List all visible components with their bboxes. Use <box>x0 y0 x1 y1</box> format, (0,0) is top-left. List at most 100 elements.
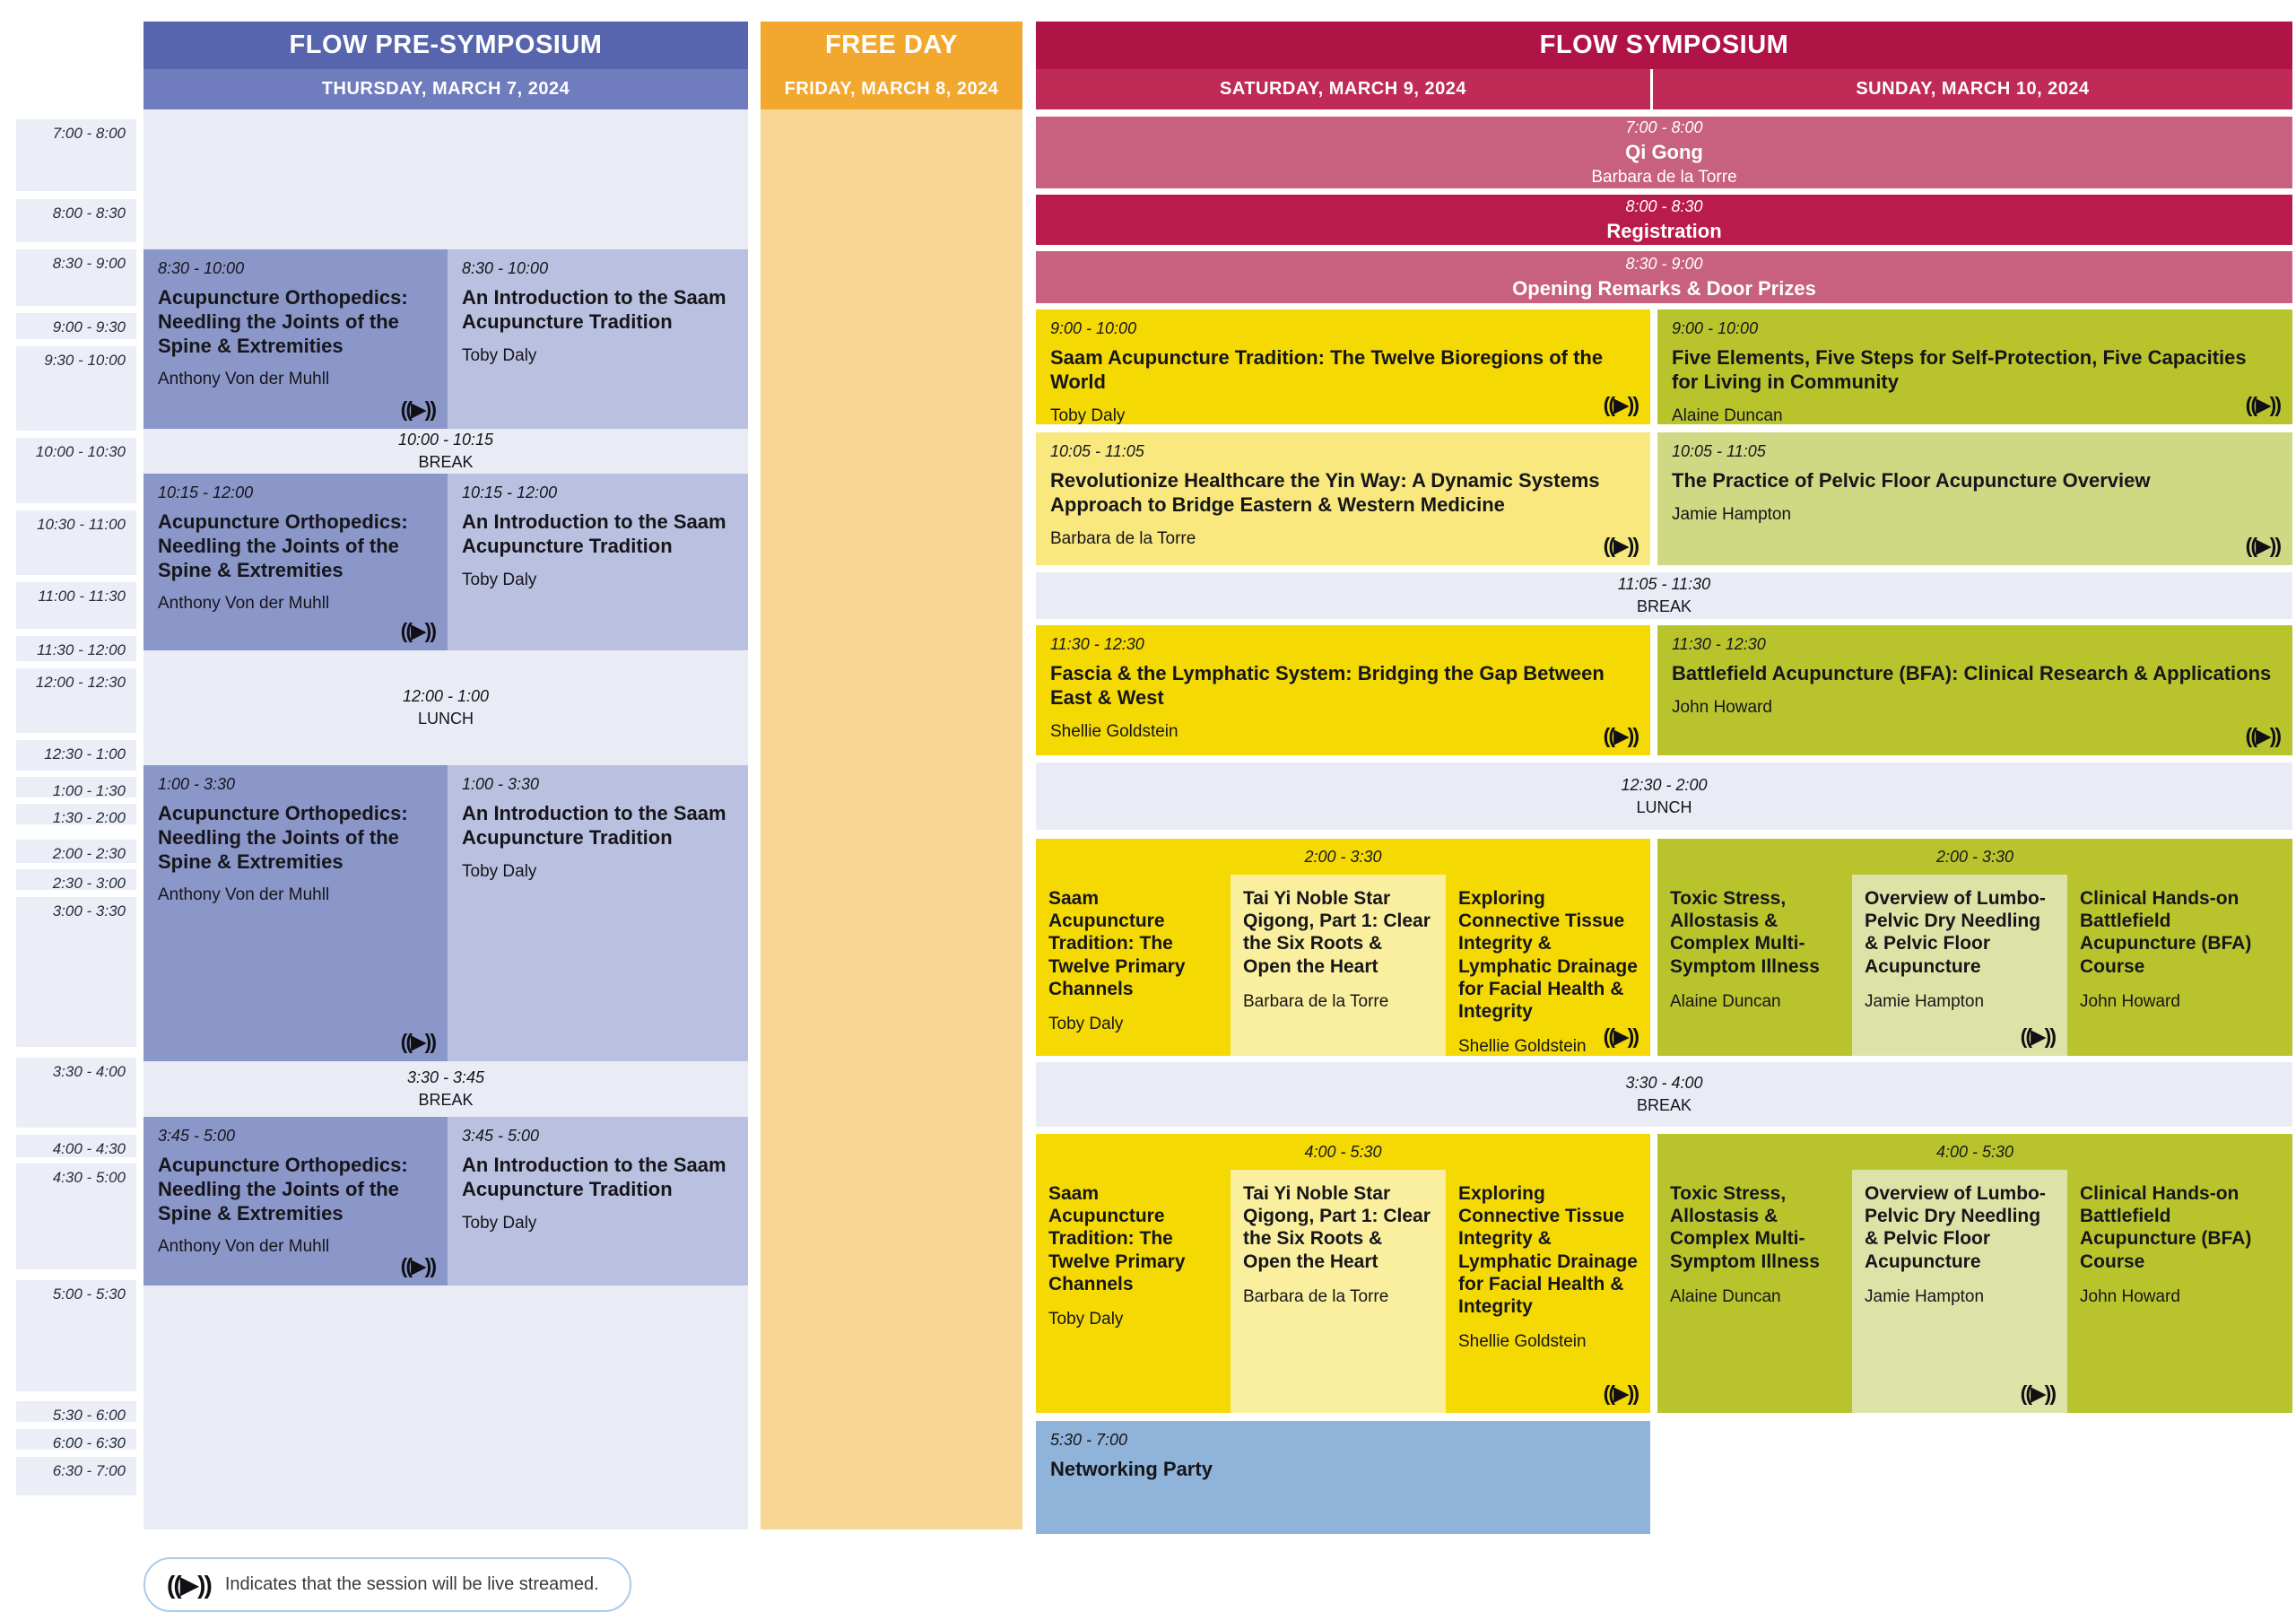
lunch-band: 12:00 - 1:00 LUNCH <box>144 650 748 765</box>
session-title: Qi Gong <box>1625 140 1703 163</box>
session-card: 8:30 - 10:00 Acupuncture Orthopedics: Ne… <box>144 249 448 429</box>
session-card: 10:05 - 11:05 Revolutionize Healthcare t… <box>1036 432 1650 565</box>
session-card: 3:45 - 5:00 An Introduction to the Saam … <box>448 1117 748 1285</box>
plenary-registration: 8:00 - 8:30 Registration <box>1036 195 2292 245</box>
session-card: 10:15 - 12:00 Acupuncture Orthopedics: N… <box>144 474 448 650</box>
break-label: BREAK <box>418 1091 474 1109</box>
session-time: 9:00 - 10:00 <box>1050 319 1137 337</box>
session-time: 9:00 - 10:00 <box>1672 319 1759 337</box>
session-card: 11:30 - 12:30 Battlefield Acupuncture (B… <box>1657 625 2292 755</box>
session-speaker: Barbara de la Torre <box>1050 528 1196 548</box>
session-card: Toxic Stress, Allostasis & Complex Multi… <box>1657 1170 1852 1413</box>
saturday-late-afternoon-row: 4:00 - 5:30 Saam Acupuncture Tradition: … <box>1036 1134 1650 1413</box>
break-label: BREAK <box>1636 1096 1692 1114</box>
session-speaker: Shellie Goldstein <box>1458 1037 1587 1057</box>
session-title: An Introduction to the Saam Acupuncture … <box>462 802 726 849</box>
session-card: 10:15 - 12:00 An Introduction to the Saa… <box>448 474 748 650</box>
symposium-title: FLOW SYMPOSIUM <box>1036 22 2292 69</box>
session-time: 11:30 - 12:30 <box>1672 635 1766 653</box>
friday-column-background <box>761 109 1022 1529</box>
break-band: 3:30 - 3:45 BREAK <box>144 1061 748 1117</box>
session-speaker: Alaine Duncan <box>1670 991 1781 1011</box>
session-speaker: Alaine Duncan <box>1672 405 1783 425</box>
session-speaker: Anthony Von der Muhll <box>158 1237 330 1257</box>
session-speaker: Jamie Hampton <box>1865 991 1985 1011</box>
break-band: 10:00 - 10:15 BREAK <box>144 429 748 474</box>
session-title: The Practice of Pelvic Floor Acupuncture… <box>1672 469 2151 492</box>
session-card: 3:45 - 5:00 Acupuncture Orthopedics: Nee… <box>144 1117 448 1285</box>
session-speaker: Barbara de la Torre <box>1243 991 1389 1011</box>
session-speaker: Shellie Goldstein <box>1050 721 1178 741</box>
time-slot: 1:30 - 2:00 <box>16 804 136 826</box>
sunday-afternoon-row: 2:00 - 3:30 Toxic Stress, Allostasis & C… <box>1657 839 2292 1056</box>
saturday-date-header: SATURDAY, MARCH 9, 2024 <box>1036 69 1650 109</box>
session-title: Acupuncture Orthopedics: Needling the Jo… <box>158 1154 408 1224</box>
session-card: Saam Acupuncture Tradition: The Twelve P… <box>1036 875 1231 1056</box>
session-time: 8:30 - 10:00 <box>158 259 245 277</box>
session-title: Networking Party <box>1050 1458 1213 1480</box>
session-time: 8:00 - 8:30 <box>1625 196 1703 215</box>
saturday-afternoon-row: 2:00 - 3:30 Saam Acupuncture Tradition: … <box>1036 839 1650 1056</box>
session-speaker: Toby Daly <box>462 570 537 589</box>
time-slot: 8:30 - 9:00 <box>16 249 136 306</box>
session-title: Acupuncture Orthopedics: Needling the Jo… <box>158 286 408 357</box>
live-stream-icon: ((▶)) <box>2020 1381 2057 1405</box>
session-card: 10:05 - 11:05 The Practice of Pelvic Flo… <box>1657 432 2292 565</box>
time-slot: 11:00 - 11:30 <box>16 582 136 629</box>
session-title: Battlefield Acupuncture (BFA): Clinical … <box>1672 662 2272 684</box>
session-title: Exploring Connective Tissue Integrity & … <box>1458 1183 1638 1317</box>
session-title: Clinical Hands-on Battlefield Acupunctur… <box>2080 888 2252 977</box>
lunch-time: 12:30 - 2:00 <box>1621 775 1708 794</box>
session-title: Toxic Stress, Allostasis & Complex Multi… <box>1670 1183 1820 1272</box>
session-time: 3:45 - 5:00 <box>158 1127 236 1145</box>
session-speaker: Anthony Von der Muhll <box>158 594 330 614</box>
session-card: 9:00 - 10:00 Saam Acupuncture Tradition:… <box>1036 309 1650 425</box>
time-slot: 2:00 - 2:30 <box>16 840 136 863</box>
session-speaker: Anthony Von der Muhll <box>158 885 330 905</box>
session-time: 8:30 - 10:00 <box>462 259 549 277</box>
time-slot: 7:00 - 8:00 <box>16 119 136 191</box>
session-time: 1:00 - 3:30 <box>462 775 540 793</box>
session-speaker: Toby Daly <box>462 861 537 881</box>
session-title: Saam Acupuncture Tradition: The Twelve B… <box>1050 346 1604 393</box>
session-title: Acupuncture Orthopedics: Needling the Jo… <box>158 510 408 581</box>
session-card: Overview of Lumbo-Pelvic Dry Needling & … <box>1852 1170 2067 1413</box>
session-card: Tai Yi Noble Star Qigong, Part 1: Clear … <box>1231 1170 1446 1413</box>
session-speaker: Toby Daly <box>1048 1014 1124 1033</box>
lunch-label: LUNCH <box>1636 797 1692 816</box>
session-card: Tai Yi Noble Star Qigong, Part 1: Clear … <box>1231 875 1446 1056</box>
time-slot: 9:00 - 9:30 <box>16 313 136 339</box>
plenary-opening-remarks: 8:30 - 9:00 Opening Remarks & Door Prize… <box>1036 251 2292 303</box>
time-slot: 11:30 - 12:00 <box>16 636 136 661</box>
live-stream-icon: ((▶)) <box>400 619 437 642</box>
session-title: Overview of Lumbo-Pelvic Dry Needling & … <box>1865 1183 2046 1272</box>
session-title: Five Elements, Five Steps for Self-Prote… <box>1672 346 2247 393</box>
session-title: An Introduction to the Saam Acupuncture … <box>462 286 726 333</box>
session-title: Saam Acupuncture Tradition: The Twelve P… <box>1048 1183 1186 1294</box>
break-time: 3:30 - 3:45 <box>406 1068 485 1086</box>
session-card: 11:30 - 12:30 Fascia & the Lymphatic Sys… <box>1036 625 1650 755</box>
session-speaker: Jamie Hampton <box>1672 504 1792 524</box>
networking-party-card: 5:30 - 7:00 Networking Party <box>1036 1421 1650 1534</box>
date-divider <box>1650 69 1653 109</box>
session-time: 1:00 - 3:30 <box>158 775 236 793</box>
lunch-band: 12:30 - 2:00 LUNCH <box>1036 763 2292 830</box>
session-title: Tai Yi Noble Star Qigong, Part 1: Clear … <box>1243 888 1431 977</box>
legend-text: Indicates that the session will be live … <box>224 1574 599 1594</box>
session-card: Clinical Hands-on Battlefield Acupunctur… <box>2067 875 2292 1056</box>
break-band: 11:05 - 11:30 BREAK <box>1036 572 2292 619</box>
time-slot: 4:30 - 5:00 <box>16 1163 136 1269</box>
plenary-qi-gong: 7:00 - 8:00 Qi Gong Barbara de la Torre <box>1036 117 2292 188</box>
break-label: BREAK <box>418 453 474 471</box>
session-title: Fascia & the Lymphatic System: Bridging … <box>1050 662 1605 709</box>
session-speaker: Toby Daly <box>462 1213 537 1233</box>
live-stream-icon: ((▶)) <box>2245 393 2282 416</box>
time-slot: 3:30 - 4:00 <box>16 1058 136 1128</box>
break-band: 3:30 - 4:00 BREAK <box>1036 1062 2292 1127</box>
session-speaker: John Howard <box>1672 697 1772 717</box>
time-slot: 2:30 - 3:00 <box>16 869 136 892</box>
row-time: 4:00 - 5:30 <box>1304 1143 1382 1161</box>
session-speaker: Barbara de la Torre <box>1591 167 1737 187</box>
sunday-late-afternoon-row: 4:00 - 5:30 Toxic Stress, Allostasis & C… <box>1657 1134 2292 1413</box>
time-slot: 4:00 - 4:30 <box>16 1135 136 1157</box>
